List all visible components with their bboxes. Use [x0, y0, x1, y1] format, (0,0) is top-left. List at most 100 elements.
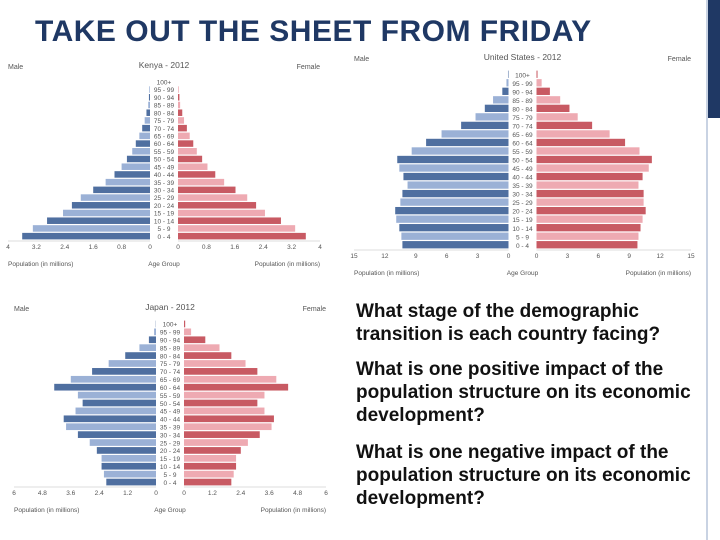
pyr0-male-bar	[144, 117, 150, 124]
pyr0-female-bar	[178, 194, 248, 201]
question-1: What stage of the demographic transition…	[356, 301, 661, 345]
pyr0-female-bar	[178, 101, 181, 109]
pyr1-tick-label: 15	[350, 253, 358, 260]
pyr0-tick-label: 0	[148, 244, 152, 251]
pyr0-age-label: 40 - 44	[154, 172, 175, 179]
pyr1-tick-label: 3	[476, 253, 480, 260]
pyr0-female-bar	[178, 132, 190, 140]
pyr1-age-label: 0 - 4	[516, 243, 529, 250]
pyr1-age-label: 90 - 94	[512, 89, 533, 96]
pyr0-male-bar	[142, 124, 150, 132]
pyr1-female-bar	[536, 224, 641, 232]
pyr1-left-label: Male	[354, 56, 369, 63]
pyr1-female-bar	[536, 121, 593, 130]
pyr1-female-bar	[536, 79, 542, 87]
pyr2-male-bar	[125, 352, 156, 359]
pyr0-age-label: 25 - 29	[154, 195, 175, 202]
slide-title: TAKE OUT THE SHEET FROM FRIDAY	[35, 15, 592, 48]
pyr0-female-bar	[178, 171, 216, 178]
pyr1-female-bar	[536, 155, 652, 164]
pyr2-male-bar	[96, 447, 156, 454]
pyr0-tick-label: 2.4	[60, 244, 69, 251]
pyr1-male-bar	[502, 87, 509, 95]
pyr1-age-label: 85 - 89	[512, 98, 533, 105]
pyr0-age-label: 95 - 99	[154, 87, 175, 94]
pyr0-female-bar	[178, 217, 281, 224]
usa-pyramid: Male Female United States - 2012 100+ 95 - 9…	[350, 50, 695, 285]
pyr2-xlabel-left: Population (in millions)	[14, 507, 79, 514]
pyr0-left-label: Male	[8, 64, 23, 71]
pyr1-male-bar	[426, 138, 509, 147]
kenya-pyramid: Male Female Kenya - 2012 100+ 95 - 99 90 - 94…	[4, 58, 324, 276]
pyr0-right-label: Female	[297, 64, 320, 71]
pyr1-age-label: 65 - 69	[512, 132, 533, 139]
pyr0-female-bar	[178, 225, 296, 232]
pyr0-age-label: 5 - 9	[157, 226, 170, 233]
pyr1-male-bar	[506, 79, 509, 87]
pyr0-tick-label: 1.6	[89, 244, 98, 251]
pyr2-title: Japan - 2012	[145, 302, 195, 312]
pyr1-age-label: 5 - 9	[516, 234, 529, 241]
question-2: What is one positive impact of the popul…	[356, 359, 691, 426]
pyr2-female-bar	[184, 454, 237, 462]
question-3: What is one negative impact of the popul…	[356, 442, 691, 509]
pyr1-tick-label: 15	[687, 253, 695, 260]
pyr0-age-label: 90 - 94	[154, 95, 175, 102]
pyr2-male-bar	[154, 328, 156, 336]
pyr2-age-label: 25 - 29	[160, 440, 181, 447]
pyr1-age-label: 20 - 24	[512, 209, 533, 216]
pyr1-female-bar	[536, 198, 644, 206]
pyr0-male-bar	[135, 140, 150, 147]
pyr1-tick-label: 0	[507, 253, 511, 260]
pyr1-female-bar	[536, 206, 646, 215]
pyr2-tick-label: 6	[324, 490, 328, 497]
pyr0-tick-label: 3.2	[287, 244, 296, 251]
pyr0-female-bar	[178, 86, 179, 93]
pyr2-age-label: 30 - 34	[160, 432, 181, 439]
pyr2-tick-label: 3.6	[265, 490, 274, 497]
pyr0-female-bar	[178, 148, 197, 155]
pyr2-age-label: 75 - 79	[160, 361, 181, 368]
pyr1-female-bar	[536, 164, 649, 172]
pyr2-right-label: Female	[303, 306, 326, 313]
pyr2-tick-label: 1.2	[208, 490, 217, 497]
pyr1-female-bar	[536, 104, 570, 113]
pyr1-male-bar	[507, 70, 509, 78]
pyr2-female-bar	[184, 383, 289, 391]
pyr2-male-bar	[77, 431, 156, 438]
pyr2-male-bar	[139, 344, 156, 352]
pyr2-tick-label: 1.2	[123, 490, 132, 497]
pyr0-female-bar	[178, 202, 257, 209]
pyr1-male-bar	[401, 232, 509, 240]
pyr0-age-label: 100+	[157, 80, 172, 87]
pyr1-age-label: 50 - 54	[512, 158, 533, 165]
pyr0-age-label: 75 - 79	[154, 118, 175, 125]
pyr1-female-bar	[536, 130, 610, 138]
pyr0-male-bar	[47, 217, 150, 224]
pyr2-age-label: 35 - 39	[160, 424, 181, 431]
pyr0-male-bar	[121, 163, 150, 170]
pyr0-male-bar	[114, 171, 150, 178]
pyr1-age-label: 10 - 14	[512, 226, 533, 233]
pyr1-tick-label: 6	[445, 253, 449, 260]
pyr1-age-label: 95 - 99	[512, 81, 533, 88]
pyr0-male-bar	[63, 209, 150, 217]
pyr1-age-label: 100+	[515, 72, 530, 79]
pyr2-age-label: 60 - 64	[160, 385, 181, 392]
pyr2-male-bar	[63, 415, 157, 423]
pyr2-female-bar	[184, 399, 258, 407]
pyr2-female-bar	[184, 328, 192, 336]
pyr1-female-bar	[536, 113, 578, 121]
pyr2-age-label: 0 - 4	[163, 480, 176, 487]
pyr0-tick-label: 4	[318, 244, 322, 251]
pyr0-tick-label: 1.6	[230, 244, 239, 251]
pyr0-female-bar	[178, 155, 203, 163]
pyr2-age-label: 5 - 9	[163, 472, 176, 479]
pyr1-female-bar	[536, 138, 626, 147]
pyr0-tick-label: 3.2	[32, 244, 41, 251]
pyr1-age-label: 45 - 49	[512, 166, 533, 173]
pyr0-female-bar	[178, 117, 185, 124]
pyr2-female-bar	[184, 462, 237, 470]
pyr2-male-bar	[70, 375, 156, 383]
pyr0-male-bar	[105, 178, 150, 186]
